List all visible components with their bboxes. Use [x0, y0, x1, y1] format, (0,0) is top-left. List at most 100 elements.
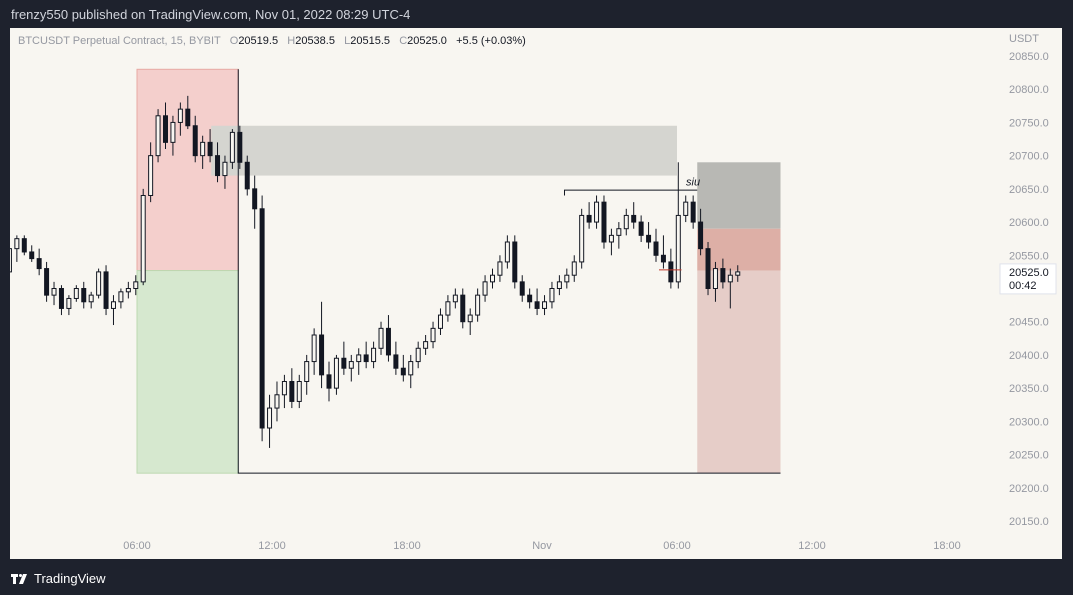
- candle-body-down: [400, 367, 406, 376]
- annotation-label: siu: [686, 177, 700, 189]
- candle-body-down: [653, 241, 659, 256]
- candle-body-up: [445, 301, 451, 316]
- candle-body-down: [341, 357, 347, 369]
- candle-body-up: [222, 161, 228, 177]
- y-tick-label: 20800.0: [1009, 84, 1049, 96]
- candle-body-up: [623, 214, 629, 230]
- candle: [259, 195, 265, 442]
- candle-body-down: [519, 281, 525, 296]
- candle-body-down: [601, 201, 607, 243]
- candle: [371, 341, 377, 369]
- x-tick-label: 12:00: [798, 540, 826, 552]
- tradingview-brand[interactable]: TradingView: [11, 571, 106, 586]
- candle: [668, 248, 674, 289]
- legend-symbol: BTCUSDT Perpetual Contract, 15, BYBIT: [18, 35, 221, 47]
- x-tick-label: 18:00: [393, 540, 421, 552]
- candle: [244, 155, 250, 196]
- zone-layer: [136, 68, 781, 474]
- y-unit-label: USDT: [1009, 33, 1039, 45]
- chart-canvas[interactable]: siu USDT 20850.0 20800.0 20750.0 20700.0 2065…: [10, 28, 1062, 559]
- candle: [497, 255, 503, 282]
- candle-body-up: [200, 141, 206, 157]
- x-tick-label: 06:00: [663, 540, 691, 552]
- candle: [110, 295, 116, 326]
- candle: [504, 235, 510, 269]
- candle-body-up: [333, 357, 339, 389]
- legend-open-label: O: [229, 35, 239, 47]
- candle: [73, 285, 79, 302]
- candle-body-up: [96, 271, 102, 296]
- candle-body-down: [705, 248, 711, 289]
- candle-body-up: [571, 261, 577, 276]
- candle-body-down: [58, 288, 64, 309]
- candle-body-down: [326, 374, 332, 389]
- y-axis: USDT 20850.0 20800.0 20750.0 20700.0 20650.0 2…: [999, 33, 1057, 528]
- candle: [21, 235, 27, 256]
- candle-body-up: [51, 288, 57, 296]
- legend-high-value: 20538.5: [295, 35, 335, 47]
- candle: [571, 255, 577, 282]
- candle: [140, 188, 146, 286]
- candle: [646, 222, 652, 249]
- candle: [594, 195, 600, 229]
- candle-body-up: [564, 274, 570, 283]
- short-target-zone: [136, 270, 239, 474]
- legend-close-label: C: [399, 35, 408, 47]
- candle-body-up: [430, 327, 436, 343]
- candle-body-down: [36, 258, 42, 270]
- candle-body-up: [267, 407, 273, 429]
- candle: [185, 95, 191, 130]
- y-tick-label: 20200.0: [1009, 483, 1049, 495]
- candle-body-up: [608, 234, 614, 243]
- footer-bar: TradingView: [0, 562, 1073, 595]
- candle-body-up: [356, 354, 362, 363]
- candle-body-up: [66, 297, 72, 309]
- candle-body-down: [259, 208, 265, 429]
- candle-body-up: [73, 288, 79, 299]
- candle-body-up: [14, 238, 20, 250]
- candle: [475, 288, 481, 322]
- candle-body-down: [363, 354, 369, 363]
- candle: [51, 281, 57, 306]
- candle-body-up: [304, 361, 310, 383]
- candle: [385, 315, 391, 362]
- candle: [252, 175, 258, 229]
- candle: [675, 162, 681, 289]
- chart-area[interactable]: siu USDT 20850.0 20800.0 20750.0 20700.0 2065…: [10, 28, 1062, 559]
- candle: [155, 109, 161, 163]
- candle-body-up: [549, 288, 555, 303]
- candle: [304, 354, 310, 395]
- candle: [341, 341, 347, 375]
- candle-layer: [10, 95, 741, 448]
- candle: [96, 268, 102, 299]
- candle: [452, 288, 458, 309]
- candle: [727, 268, 733, 309]
- candle-body-down: [534, 301, 540, 309]
- candle: [705, 242, 711, 296]
- candle: [437, 308, 443, 335]
- candle: [326, 361, 332, 402]
- candle-body-up: [482, 281, 488, 296]
- candle-body-up: [274, 394, 280, 409]
- candle: [467, 308, 473, 335]
- candle: [177, 102, 183, 136]
- candle: [29, 245, 35, 262]
- upper-stop-zone: [697, 162, 781, 229]
- candle-body-down: [192, 125, 198, 157]
- candle: [638, 215, 644, 242]
- candle: [690, 195, 696, 229]
- candle: [608, 228, 614, 256]
- supply-zone: [211, 125, 677, 176]
- candle: [170, 115, 176, 156]
- legend-low-value: 20515.5: [350, 35, 391, 47]
- candle-body-up: [110, 301, 116, 309]
- candle: [460, 288, 466, 329]
- candle-body-up: [378, 327, 384, 349]
- legend-low-label: L: [344, 35, 351, 47]
- candle: [44, 261, 50, 302]
- candle: [36, 248, 42, 276]
- candle: [549, 281, 555, 309]
- candle: [200, 135, 206, 169]
- candle-body-up: [281, 381, 287, 396]
- candle-body-up: [118, 291, 124, 303]
